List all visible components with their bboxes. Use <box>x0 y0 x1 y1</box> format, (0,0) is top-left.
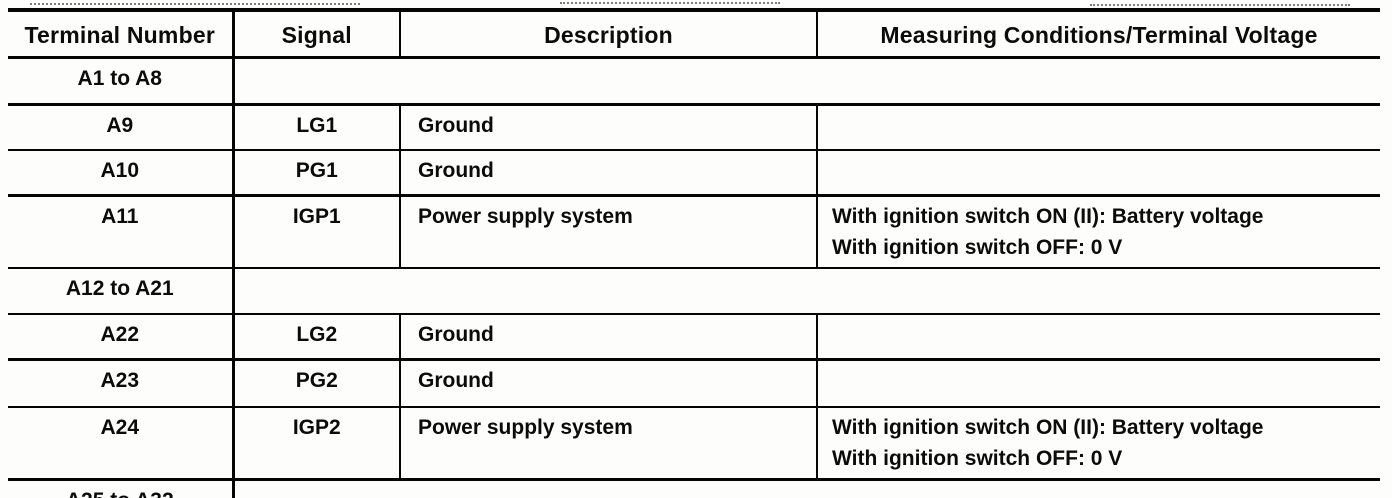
table-row-a1-a8: A1 to A8 <box>8 57 1380 106</box>
description-cell: Power supply system <box>400 195 818 269</box>
table-row-a22: A22 LG2 Ground <box>8 314 1380 361</box>
signal-cell: IGP2 <box>233 407 401 481</box>
table-row-a25-a32: A25 to A32 <box>8 479 1380 498</box>
description-cell: Ground <box>400 150 818 197</box>
table-row-a23: A23 PG2 Ground <box>8 359 1380 408</box>
header-row: Terminal Number Signal Description Measu… <box>8 8 1380 59</box>
signal-cell: IGP1 <box>233 195 401 269</box>
col-header-terminal-number: Terminal Number <box>8 8 235 59</box>
table-row-a9: A9 LG1 Ground <box>8 104 1380 151</box>
conditions-cell: With ignition switch ON (II): Battery vo… <box>817 407 1380 481</box>
terminal-cell: A9 <box>8 104 235 151</box>
condition-line: With ignition switch ON (II): Battery vo… <box>832 416 1264 439</box>
description-cell: Power supply system <box>400 407 818 481</box>
description-cell: Ground <box>400 314 818 361</box>
terminal-cell: A10 <box>8 150 235 197</box>
table-row-a11: A11 IGP1 Power supply system With igniti… <box>8 195 1380 269</box>
scan-artifact <box>560 2 780 4</box>
scan-artifact <box>1090 4 1350 6</box>
signal-cell: LG2 <box>233 314 401 361</box>
condition-line: With ignition switch ON (II): Battery vo… <box>832 205 1264 228</box>
signal-cell: PG2 <box>233 359 401 408</box>
table-row-a10: A10 PG1 Ground <box>8 150 1380 197</box>
terminal-cell: A25 to A32 <box>8 479 235 498</box>
condition-line: With ignition switch OFF: 0 V <box>832 236 1123 259</box>
description-cell: Ground <box>400 104 818 151</box>
scan-artifact <box>30 3 360 5</box>
conditions-cell <box>817 359 1380 408</box>
terminal-cell: A23 <box>8 359 235 408</box>
conditions-cell <box>817 104 1380 151</box>
terminal-cell: A22 <box>8 314 235 361</box>
conditions-cell: With ignition switch ON (II): Battery vo… <box>817 195 1380 269</box>
signal-cell: PG1 <box>233 150 401 197</box>
terminal-voltage-table: Terminal Number Signal Description Measu… <box>8 8 1380 498</box>
col-header-measuring-conditions: Measuring Conditions/Terminal Voltage <box>817 8 1380 59</box>
table-row-a24: A24 IGP2 Power supply system With igniti… <box>8 407 1380 481</box>
merged-empty-cell <box>233 479 1380 498</box>
conditions-cell <box>817 314 1380 361</box>
condition-line: With ignition switch OFF: 0 V <box>832 447 1123 470</box>
terminal-cell: A12 to A21 <box>8 268 235 315</box>
conditions-cell <box>817 150 1380 197</box>
description-cell: Ground <box>400 359 818 408</box>
terminal-cell: A1 to A8 <box>8 57 235 106</box>
terminal-cell: A24 <box>8 407 235 481</box>
merged-empty-cell <box>233 268 1380 315</box>
signal-cell: LG1 <box>233 104 401 151</box>
merged-empty-cell <box>233 57 1380 106</box>
table-row-a12-a21: A12 to A21 <box>8 268 1380 315</box>
terminal-cell: A11 <box>8 195 235 269</box>
col-header-signal: Signal <box>233 8 401 59</box>
col-header-description: Description <box>400 8 818 59</box>
